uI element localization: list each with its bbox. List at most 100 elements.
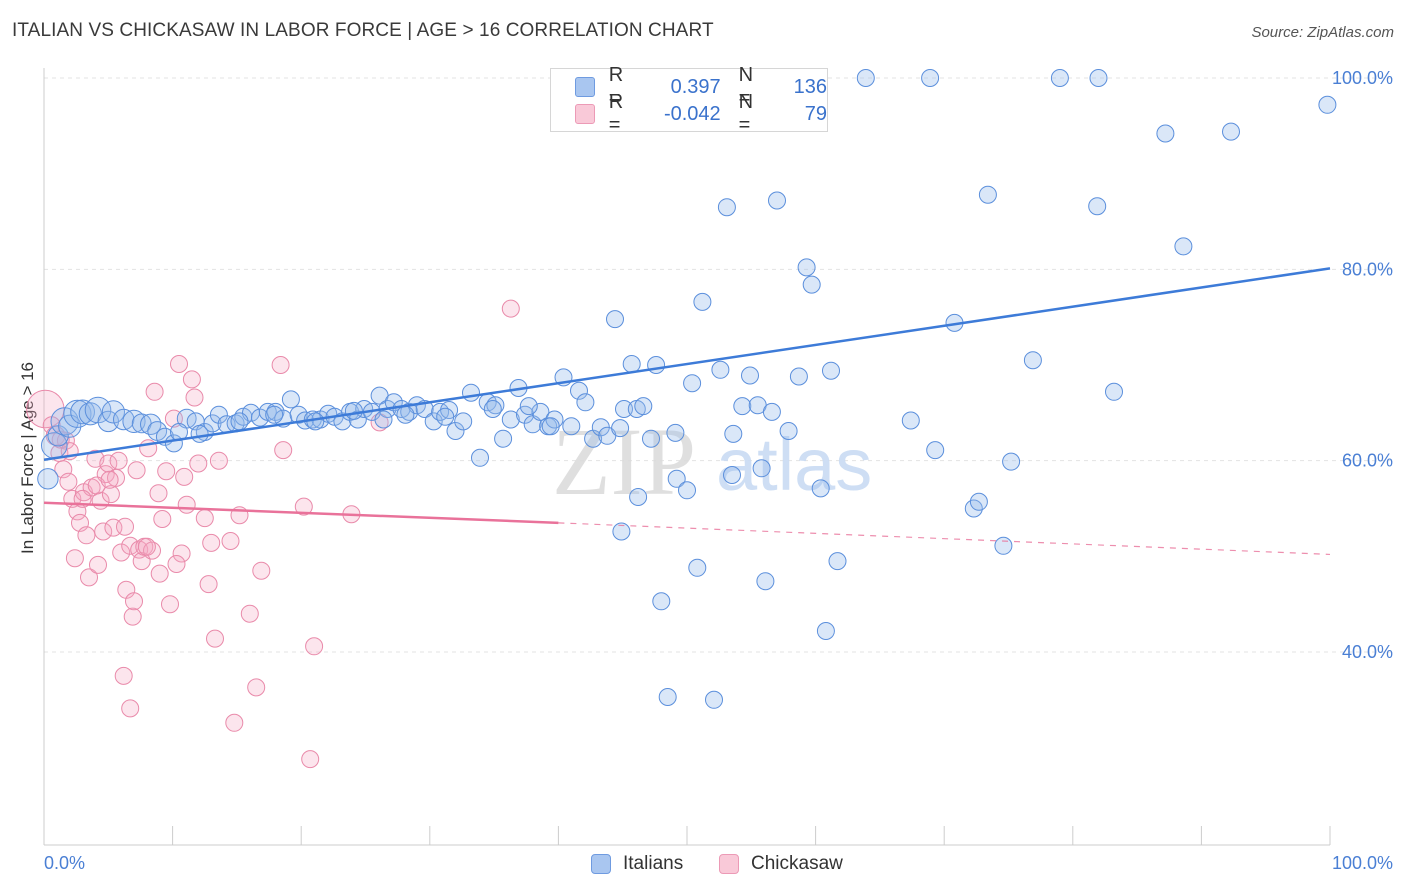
italians-point: [562, 417, 581, 436]
italians-point: [802, 275, 821, 294]
chickasaw-point: [206, 629, 224, 648]
bottom-legend-italians[interactable]: Italians: [591, 852, 683, 876]
chickasaw-point: [209, 451, 228, 470]
italians-point: [70, 399, 95, 425]
italians-point: [762, 402, 781, 421]
italians-point: [113, 408, 135, 431]
x-tick-label-min: 0.0%: [44, 853, 85, 873]
italians-point: [374, 410, 393, 429]
italians-point: [741, 366, 759, 385]
chickasaw-point: [94, 522, 113, 541]
italians-point: [454, 412, 473, 431]
legend-r-label: R =: [608, 64, 624, 109]
italians-point: [658, 688, 677, 706]
chickasaw-point: [89, 555, 107, 574]
italians-point: [752, 459, 771, 478]
italians-point: [779, 422, 798, 440]
chickasaw-point: [150, 564, 169, 583]
italians-point: [733, 397, 752, 416]
italians-point: [822, 361, 840, 380]
chickasaw-trendline-dashed: [558, 522, 1331, 556]
chickasaw-point: [175, 467, 194, 486]
italians-point: [1156, 124, 1175, 143]
chickasaw-point: [101, 485, 120, 504]
italians-point: [516, 405, 534, 424]
chickasaw-point: [112, 543, 131, 562]
italians-point: [756, 572, 775, 591]
bottom-legend-label-chickasaw: Chickasaw: [751, 853, 843, 874]
italians-point: [531, 402, 550, 421]
chickasaw-point: [80, 568, 98, 587]
italians-point: [462, 383, 480, 402]
chickasaw-point: [301, 750, 320, 769]
trendlines: [43, 267, 1331, 556]
italians-point: [705, 690, 723, 709]
italians-point: [344, 401, 363, 420]
legend-row-chickasaw: R = -0.042 N = 79: [575, 91, 827, 136]
italians-point: [230, 412, 249, 431]
y-tick-label: 40.0%: [1342, 642, 1393, 662]
legend-swatch-italians: [575, 77, 595, 97]
italians-point: [978, 185, 997, 204]
italians-point: [424, 412, 443, 431]
legend-n-value-italians: 136: [793, 75, 827, 98]
italians-point: [436, 407, 455, 426]
chickasaw-point: [100, 470, 119, 489]
italians-point: [348, 410, 367, 429]
chickasaw-point: [157, 462, 176, 481]
bottom-legend-chickasaw[interactable]: Chickasaw: [719, 852, 843, 876]
chickasaw-point: [149, 484, 168, 503]
chickasaw-point: [77, 526, 96, 545]
italians-point: [994, 536, 1013, 555]
y-tick-label: 80.0%: [1342, 259, 1393, 279]
italians-point: [615, 400, 633, 418]
italians-point: [634, 397, 653, 416]
italians-point: [678, 481, 696, 500]
chickasaw-point: [125, 592, 143, 611]
chickasaw-point: [170, 355, 188, 373]
chickasaw-point: [252, 561, 271, 580]
italians-point: [611, 419, 630, 438]
chickasaw-point: [65, 549, 84, 568]
italians-point: [209, 405, 228, 424]
chickasaw-point: [195, 509, 214, 528]
legend-r-value-chickasaw: -0.042: [663, 102, 721, 125]
italians-point: [711, 360, 730, 379]
chickasaw-point: [114, 666, 133, 685]
chickasaw-point: [501, 299, 520, 318]
legend-n-label: N =: [738, 91, 754, 136]
italians-point: [724, 424, 743, 443]
chickasaw-point: [247, 678, 266, 697]
italians-point: [647, 356, 666, 374]
italians-point: [901, 411, 920, 430]
italians-point: [541, 417, 560, 436]
legend-row-italians: R = 0.397 N = 136: [575, 64, 827, 109]
italians-point: [666, 423, 685, 442]
italians-point: [396, 405, 415, 424]
italians-point: [570, 381, 588, 400]
legend-r-label: R =: [608, 91, 624, 136]
italians-point: [1023, 351, 1042, 370]
chickasaw-point: [271, 356, 290, 374]
tick-labels: 40.0% 60.0% 80.0% 100.0% 0.0% 100.0%: [44, 68, 1393, 873]
bottom-legend-swatch-italians: [591, 854, 611, 874]
stats-legend: R = 0.397 N = 136 R = -0.042 N = 79: [550, 64, 828, 136]
italians-point: [667, 469, 686, 488]
italians-point: [471, 448, 489, 467]
italians-point: [723, 466, 741, 484]
italians-trendline: [43, 267, 1331, 461]
chickasaw-point: [137, 537, 156, 556]
chickasaw-point: [199, 575, 218, 594]
italians-point: [816, 622, 835, 640]
italians-point: [1174, 237, 1193, 256]
chart-title: ITALIAN VS CHICKASAW IN LABOR FORCE | AG…: [12, 20, 714, 41]
italians-point: [265, 405, 284, 424]
chickasaw-point: [121, 699, 140, 718]
legend-n-label: N =: [738, 64, 754, 109]
bottom-legend-label-italians: Italians: [623, 853, 684, 874]
italians-point: [519, 397, 538, 416]
chickasaw-point: [145, 382, 164, 401]
bottom-legend-swatch-chickasaw: [719, 854, 739, 874]
chickasaw-point: [177, 495, 196, 514]
